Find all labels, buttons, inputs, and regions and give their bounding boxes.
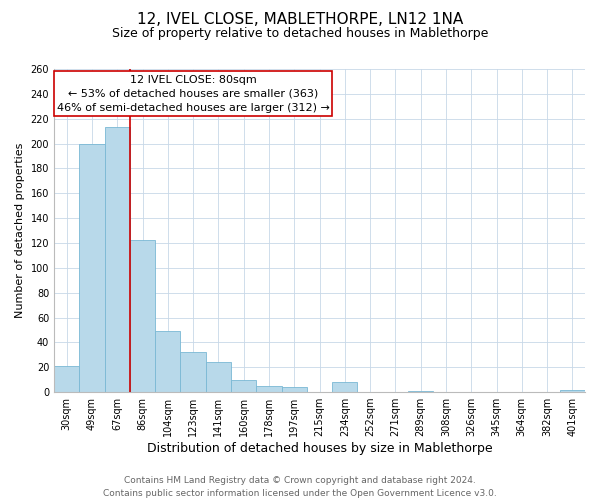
Text: 12, IVEL CLOSE, MABLETHORPE, LN12 1NA: 12, IVEL CLOSE, MABLETHORPE, LN12 1NA xyxy=(137,12,463,28)
Bar xyxy=(281,387,307,392)
Bar xyxy=(332,382,358,392)
Bar xyxy=(130,240,155,392)
Y-axis label: Number of detached properties: Number of detached properties xyxy=(15,143,25,318)
Bar xyxy=(104,128,130,392)
Bar xyxy=(408,391,433,392)
Text: Size of property relative to detached houses in Mablethorpe: Size of property relative to detached ho… xyxy=(112,28,488,40)
Bar xyxy=(231,380,256,392)
Text: Contains HM Land Registry data © Crown copyright and database right 2024.
Contai: Contains HM Land Registry data © Crown c… xyxy=(103,476,497,498)
FancyBboxPatch shape xyxy=(54,72,332,116)
Bar xyxy=(206,362,231,392)
Text: 12 IVEL CLOSE: 80sqm
← 53% of detached houses are smaller (363)
46% of semi-deta: 12 IVEL CLOSE: 80sqm ← 53% of detached h… xyxy=(56,75,329,113)
Bar xyxy=(181,352,206,392)
Bar xyxy=(256,386,281,392)
Bar xyxy=(560,390,585,392)
Bar xyxy=(79,144,104,392)
X-axis label: Distribution of detached houses by size in Mablethorpe: Distribution of detached houses by size … xyxy=(147,442,493,455)
Bar xyxy=(155,331,181,392)
Bar xyxy=(54,366,79,392)
